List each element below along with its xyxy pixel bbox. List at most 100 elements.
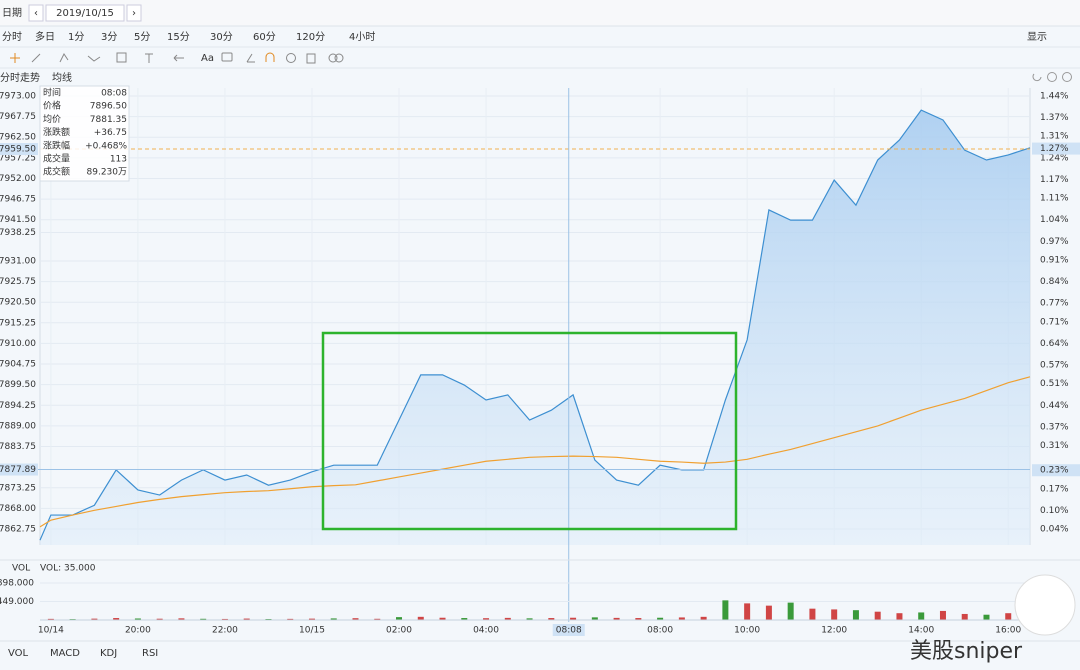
- y2-tick-label: 0.84%: [1040, 277, 1069, 287]
- period-tab[interactable]: 60分: [253, 31, 276, 43]
- y-tick-label: 7938.25: [0, 228, 36, 238]
- link-tool[interactable]: [328, 53, 338, 63]
- period-tab[interactable]: 30分: [210, 31, 233, 43]
- angle-tool[interactable]: [246, 53, 255, 63]
- y-tick-label: 7925.75: [0, 277, 36, 287]
- text-tool[interactable]: [145, 53, 153, 63]
- volume-bar: [657, 617, 664, 620]
- period-tab[interactable]: 3分: [101, 31, 117, 43]
- magnet-tool[interactable]: [265, 52, 275, 62]
- volume-bar: [374, 618, 381, 620]
- channel-tool[interactable]: [59, 53, 69, 63]
- period-tab[interactable]: 多日: [35, 30, 55, 43]
- y-tick-label: 7967.75: [0, 112, 36, 122]
- date-bar: [0, 0, 1080, 26]
- indicator-tabs: VOL MACD KDJ RSI: [8, 648, 158, 659]
- y-tick-label: 7894.25: [0, 401, 36, 411]
- watermark: 美股sniper: [910, 639, 1023, 664]
- x-tick-label: 04:00: [473, 626, 499, 636]
- period-tab[interactable]: 分时: [2, 31, 22, 43]
- next-button[interactable]: [126, 4, 142, 22]
- volume-bar: [1005, 613, 1012, 620]
- info-value: 08:08: [101, 89, 127, 99]
- volume-bar: [744, 603, 751, 620]
- zoom-out[interactable]: [1047, 72, 1057, 82]
- zoom-in[interactable]: [1062, 72, 1072, 82]
- info-key: 时间: [43, 87, 61, 99]
- y2-tick-label: 0.64%: [1040, 339, 1069, 349]
- y2-tick-label: 0.51%: [1040, 379, 1069, 389]
- legend-average[interactable]: 均线: [52, 71, 72, 84]
- reference-label-bg: [1032, 142, 1080, 155]
- crosshair-y-label: 7877.89: [0, 465, 36, 475]
- volume-bar: [47, 618, 54, 620]
- move-tool[interactable]: [10, 53, 20, 63]
- y-tick-label: 7920.50: [0, 298, 36, 308]
- arrow-tool[interactable]: [173, 54, 184, 62]
- x-tick-label: 10:00: [734, 626, 760, 636]
- line-tool[interactable]: [31, 53, 41, 63]
- y2-tick-label: 0.10%: [1040, 506, 1069, 516]
- indicator-tab[interactable]: RSI: [142, 648, 158, 659]
- period-tab[interactable]: 15分: [167, 31, 190, 43]
- x-tick-label: 08:00: [647, 626, 673, 636]
- volume-bar: [113, 618, 120, 620]
- volume-subtitle: VOL: 35.000: [40, 564, 96, 574]
- reset[interactable]: [1032, 73, 1042, 82]
- volume-bar: [961, 613, 968, 620]
- volume-bar: [918, 612, 925, 620]
- prev-button[interactable]: [28, 4, 44, 22]
- reference-pct: 1.27%: [1040, 144, 1069, 154]
- volume-bar: [200, 618, 207, 620]
- date-value: 2019/10/15: [56, 8, 114, 19]
- display-menu[interactable]: 显示: [1027, 31, 1047, 43]
- crosshair-pct: 0.23%: [1040, 466, 1069, 476]
- period-tab[interactable]: 4小时: [349, 31, 375, 43]
- volume-bar: [700, 616, 707, 620]
- period-tab[interactable]: 1分: [68, 31, 84, 43]
- y2-tick-label: 1.44%: [1040, 92, 1069, 102]
- y-tick-label: 7910.00: [0, 339, 36, 349]
- info-value: +36.75: [94, 128, 127, 138]
- date-input[interactable]: [45, 4, 125, 22]
- x-tick-label: 20:00: [125, 626, 151, 636]
- x-tick-label: 10/15: [299, 626, 325, 636]
- volume-bar: [613, 617, 620, 620]
- delete-tool[interactable]: [306, 53, 316, 64]
- volume-bar: [809, 608, 816, 620]
- font-tool[interactable]: Aa: [201, 53, 214, 64]
- volume-tick-label: 2449.000: [0, 597, 34, 607]
- chart-tool[interactable]: [116, 52, 127, 63]
- info-value: 7881.35: [90, 115, 127, 125]
- crosshair-label-bg: [1032, 464, 1080, 477]
- volume-bar: [134, 618, 141, 620]
- period-tabs: 分时 多日 1分 3分 5分 15分 30分 60分 120分 4小时: [2, 30, 375, 43]
- volume-bar: [330, 618, 337, 620]
- indicator-tab[interactable]: MACD: [50, 648, 80, 659]
- volume-bar: [765, 605, 772, 620]
- volume-bar: [178, 618, 185, 620]
- reference-label: 7959.50: [0, 145, 36, 155]
- period-tab[interactable]: 120分: [296, 31, 325, 43]
- volume-bar: [896, 613, 903, 620]
- indicator-tab[interactable]: KDJ: [100, 648, 117, 659]
- y-tick-label: 7952.00: [0, 174, 36, 184]
- average-line: [39, 376, 1031, 528]
- note-tool[interactable]: [221, 52, 233, 62]
- link-tool[interactable]: [334, 53, 344, 63]
- indicator-tab[interactable]: VOL: [8, 648, 29, 659]
- info-value: 7896.50: [90, 102, 127, 112]
- price-chart: 7973.00 7967.75 7962.50 7957.25 7952.00 7946.…: [0, 88, 1080, 636]
- price-area: [40, 110, 1030, 545]
- volume-bar: [635, 618, 642, 620]
- hide-tool[interactable]: [286, 53, 296, 63]
- y-tick-label: 7873.25: [0, 483, 36, 493]
- volume-tick-label: 4898.000: [0, 579, 34, 589]
- y2-tick-label: 0.31%: [1040, 441, 1069, 451]
- wave-tool[interactable]: [87, 55, 101, 62]
- highlight-box: [321, 331, 738, 531]
- legend-price[interactable]: 分时走势: [0, 71, 40, 84]
- period-tab[interactable]: 5分: [134, 31, 150, 43]
- y-tick-label: 7946.75: [0, 195, 36, 205]
